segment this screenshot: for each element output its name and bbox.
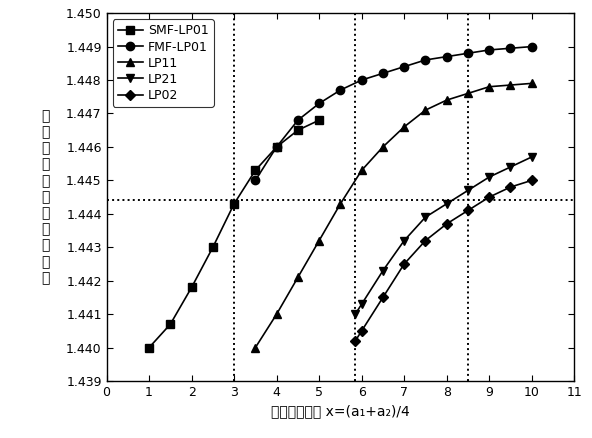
LP11 <box>337 201 344 206</box>
FMF-LP01 <box>464 51 471 56</box>
LP11 <box>443 98 451 103</box>
FMF-LP01 <box>528 44 535 49</box>
LP02 <box>507 184 514 190</box>
LP11 <box>252 345 259 350</box>
FMF-LP01 <box>422 57 429 63</box>
LP21 <box>352 311 359 317</box>
LP02 <box>443 221 451 226</box>
LP11 <box>273 311 280 317</box>
LP21 <box>528 154 535 159</box>
LP21 <box>422 215 429 220</box>
LP11 <box>316 238 323 243</box>
FMF-LP01 <box>507 46 514 51</box>
LP11 <box>358 168 365 173</box>
FMF-LP01 <box>316 101 323 106</box>
SMF-LP01 <box>146 345 153 350</box>
LP21 <box>485 174 493 180</box>
LP11 <box>401 124 408 130</box>
SMF-LP01 <box>230 201 237 206</box>
LP11 <box>485 84 493 89</box>
SMF-LP01 <box>167 321 174 327</box>
LP21 <box>507 164 514 170</box>
LP11 <box>379 144 387 149</box>
X-axis label: 内包层芯径： x=(a₁+a₂)/4: 内包层芯径： x=(a₁+a₂)/4 <box>271 404 410 418</box>
Line: LP02: LP02 <box>352 177 535 344</box>
LP21 <box>464 188 471 193</box>
Line: LP21: LP21 <box>351 153 536 318</box>
FMF-LP01 <box>443 54 451 59</box>
FMF-LP01 <box>273 144 280 149</box>
SMF-LP01 <box>273 144 280 149</box>
FMF-LP01 <box>358 78 365 83</box>
LP21 <box>379 268 387 273</box>
SMF-LP01 <box>294 127 301 133</box>
FMF-LP01 <box>485 47 493 53</box>
LP02 <box>379 295 387 300</box>
Legend: SMF-LP01, FMF-LP01, LP11, LP21, LP02: SMF-LP01, FMF-LP01, LP11, LP21, LP02 <box>113 19 214 107</box>
LP21 <box>358 301 365 307</box>
FMF-LP01 <box>379 71 387 76</box>
LP11 <box>294 275 301 280</box>
LP02 <box>528 178 535 183</box>
LP21 <box>443 201 451 206</box>
LP02 <box>422 238 429 243</box>
SMF-LP01 <box>316 117 323 123</box>
FMF-LP01 <box>294 117 301 123</box>
LP11 <box>464 91 471 96</box>
Line: FMF-LP01: FMF-LP01 <box>251 42 536 184</box>
SMF-LP01 <box>252 168 259 173</box>
Line: LP11: LP11 <box>251 79 536 352</box>
FMF-LP01 <box>337 88 344 93</box>
SMF-LP01 <box>188 285 195 290</box>
LP02 <box>358 328 365 333</box>
LP02 <box>401 261 408 267</box>
LP02 <box>464 208 471 213</box>
LP11 <box>528 81 535 86</box>
LP11 <box>507 82 514 88</box>
FMF-LP01 <box>401 64 408 69</box>
Line: SMF-LP01: SMF-LP01 <box>145 116 323 352</box>
Text: 不
同
模
式
有
效
折
射
率
分
布: 不 同 模 式 有 效 折 射 率 分 布 <box>41 109 50 285</box>
SMF-LP01 <box>210 245 217 250</box>
LP21 <box>401 238 408 243</box>
LP02 <box>485 194 493 200</box>
LP02 <box>352 338 359 343</box>
FMF-LP01 <box>252 178 259 183</box>
LP11 <box>422 107 429 113</box>
